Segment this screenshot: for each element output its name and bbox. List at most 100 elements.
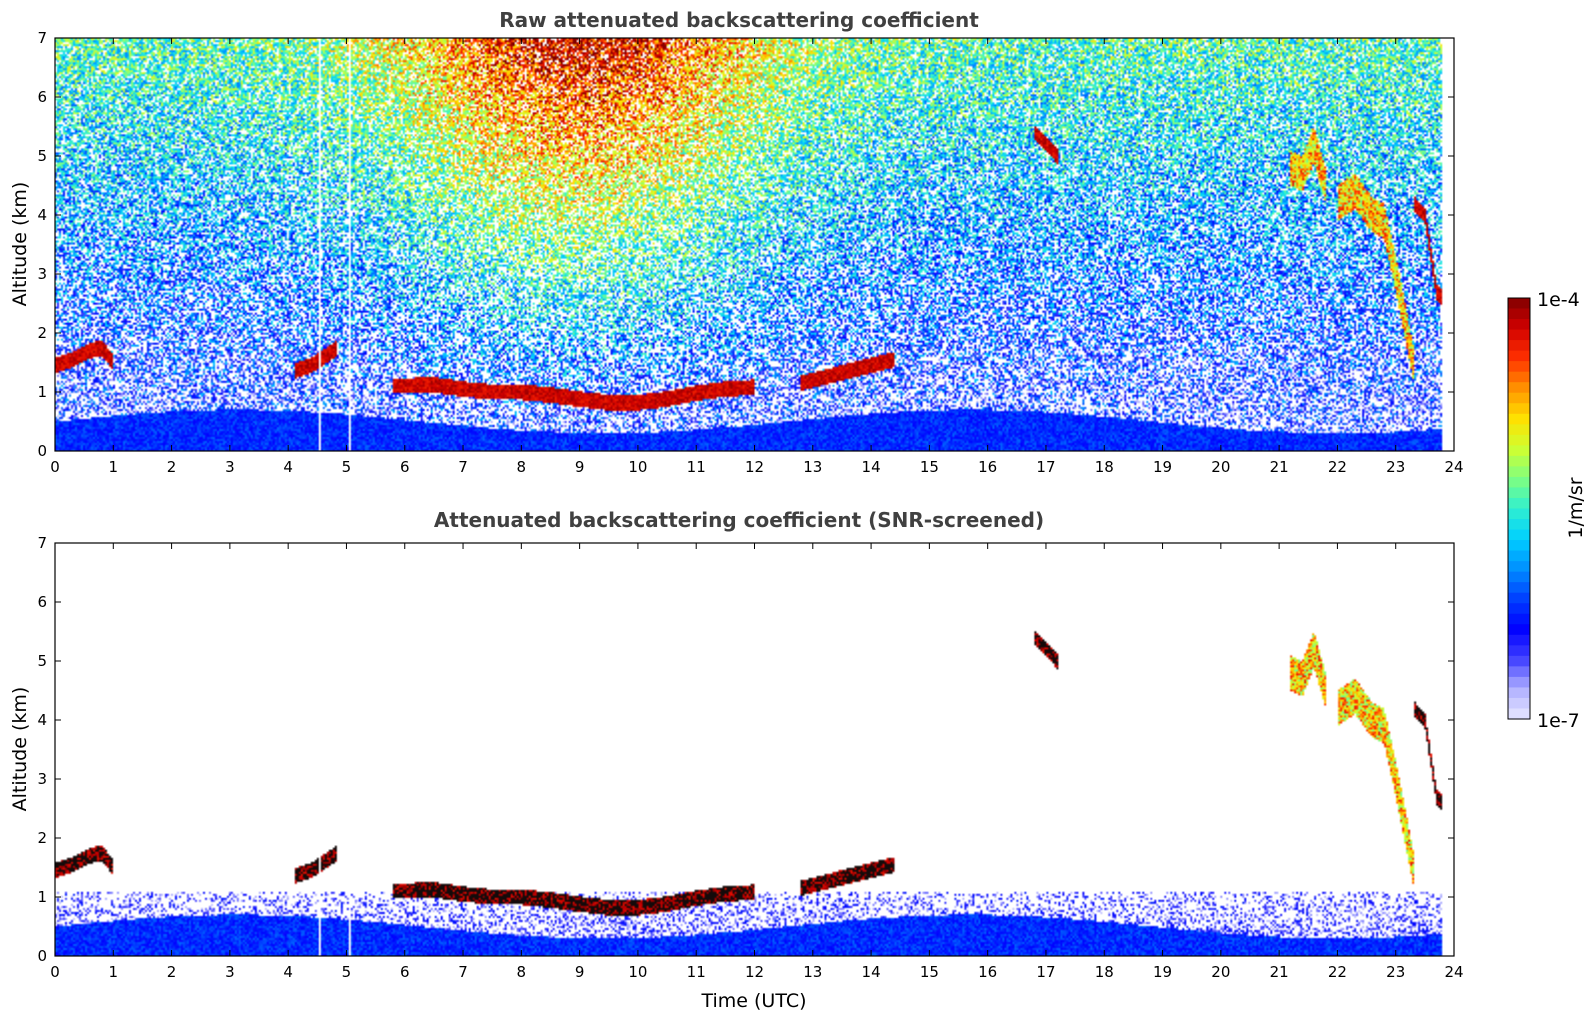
raw-y-tick-label: 6 (37, 88, 47, 106)
screened-panel: Attenuated backscattering coefficient (S… (9, 508, 1464, 1012)
colorbar-band (1508, 529, 1530, 541)
colorbar-band (1508, 550, 1530, 562)
colorbar-band (1508, 487, 1530, 499)
screened-axis-ticks: 0 1 2 3 4 5 6 7 8 9 10 11 12 13 14 15 16 17 18 19 20 21 22 23 24… (37, 534, 1463, 981)
colorbar-band (1508, 603, 1530, 615)
raw-x-tick-label: 16 (978, 458, 997, 476)
raw-x-tick-label: 7 (458, 458, 468, 476)
colorbar-band (1508, 476, 1530, 489)
screened-backscatter-heatmap (55, 543, 1454, 956)
screened-panel-title: Attenuated backscattering coefficient (S… (434, 508, 1044, 532)
colorbar-min-label: 1e-7 (1537, 710, 1580, 732)
colorbar-band (1508, 298, 1530, 310)
colorbar-band (1508, 392, 1530, 404)
colorbar-gradient (1508, 298, 1530, 720)
raw-y-tick-label: 3 (37, 265, 47, 283)
screened-x-tick-label: 11 (687, 963, 706, 981)
colorbar-frame (1507, 297, 1531, 720)
raw-x-tick-label: 9 (575, 458, 585, 476)
colorbar-unit-label: 1/m/sr (1565, 477, 1587, 538)
raw-x-tick-label: 24 (1444, 458, 1463, 476)
raw-x-tick-label: 2 (167, 458, 177, 476)
raw-y-tick-label: 4 (37, 206, 47, 224)
colorbar-band (1508, 645, 1530, 657)
raw-y-axis-label: Altitude (km) (9, 182, 31, 307)
colorbar-band (1508, 634, 1530, 646)
colorbar-band (1508, 424, 1530, 436)
colorbar-band (1508, 582, 1530, 594)
raw-x-tick-label: 20 (1211, 458, 1230, 476)
raw-x-tick-label: 19 (1153, 458, 1172, 476)
colorbar-band (1508, 382, 1530, 394)
screened-y-axis-label: Altitude (km) (9, 687, 31, 812)
colorbar-band (1508, 350, 1530, 362)
colorbar-band (1508, 697, 1530, 710)
screened-x-tick-label: 22 (1328, 963, 1347, 981)
raw-y-tick-label: 5 (37, 147, 47, 165)
colorbar-band (1508, 676, 1530, 689)
raw-x-tick-label: 4 (283, 458, 293, 476)
raw-y-tick-label: 0 (37, 442, 47, 460)
raw-x-tick-label: 8 (517, 458, 527, 476)
colorbar-band (1508, 613, 1530, 625)
screened-x-tick-label: 3 (225, 963, 235, 981)
screened-y-tick-label: 2 (37, 829, 47, 847)
raw-x-tick-label: 3 (225, 458, 235, 476)
colorbar: 1e-4 1e-7 1/m/sr (1507, 289, 1587, 732)
screened-x-tick-label: 16 (978, 963, 997, 981)
colorbar-band (1508, 413, 1530, 425)
raw-x-tick-label: 13 (803, 458, 822, 476)
colorbar-band (1508, 371, 1530, 383)
raw-y-tick-label: 2 (37, 324, 47, 342)
raw-x-tick-label: 15 (920, 458, 939, 476)
raw-x-tick-label: 21 (1270, 458, 1289, 476)
screened-x-tick-label: 23 (1386, 963, 1405, 981)
x-axis-label: Time (UTC) (700, 990, 806, 1012)
colorbar-band (1508, 466, 1530, 478)
raw-x-tick-label: 6 (400, 458, 410, 476)
colorbar-band (1508, 340, 1530, 352)
colorbar-band (1508, 329, 1530, 341)
raw-panel: Raw attenuated backscattering coefficien… (9, 8, 1464, 476)
colorbar-band (1508, 497, 1530, 510)
screened-y-tick-label: 1 (37, 888, 47, 906)
screened-y-tick-label: 4 (37, 711, 47, 729)
colorbar-band (1508, 655, 1530, 667)
colorbar-band (1508, 403, 1530, 415)
raw-x-tick-label: 5 (342, 458, 352, 476)
colorbar-band (1508, 592, 1530, 604)
screened-x-tick-label: 5 (342, 963, 352, 981)
screened-y-tick-label: 3 (37, 770, 47, 788)
screened-x-tick-label: 8 (517, 963, 527, 981)
colorbar-band (1508, 708, 1530, 720)
screened-x-tick-label: 6 (400, 963, 410, 981)
screened-x-tick-label: 21 (1270, 963, 1289, 981)
colorbar-band (1508, 540, 1530, 552)
screened-x-tick-label: 24 (1444, 963, 1463, 981)
screened-x-tick-label: 13 (803, 963, 822, 981)
colorbar-band (1508, 508, 1530, 520)
raw-x-tick-label: 17 (1036, 458, 1055, 476)
screened-y-tick-label: 6 (37, 593, 47, 611)
colorbar-band (1508, 455, 1530, 467)
screened-x-tick-label: 14 (862, 963, 881, 981)
raw-x-tick-label: 22 (1328, 458, 1347, 476)
colorbar-band (1508, 361, 1530, 373)
screened-y-tick-label: 7 (37, 534, 47, 552)
colorbar-band (1508, 319, 1530, 331)
raw-x-tick-label: 23 (1386, 458, 1405, 476)
colorbar-band (1508, 571, 1530, 583)
raw-x-tick-label: 1 (109, 458, 119, 476)
colorbar-band (1508, 624, 1530, 636)
colorbar-band (1508, 687, 1530, 699)
screened-x-tick-label: 20 (1211, 963, 1230, 981)
screened-x-tick-label: 7 (458, 963, 468, 981)
screened-x-tick-label: 4 (283, 963, 293, 981)
colorbar-band (1508, 434, 1530, 446)
raw-x-tick-label: 0 (50, 458, 60, 476)
raw-x-tick-label: 10 (628, 458, 647, 476)
colorbar-band (1508, 445, 1530, 457)
screened-y-tick-label: 0 (37, 947, 47, 965)
colorbar-band (1508, 308, 1530, 320)
